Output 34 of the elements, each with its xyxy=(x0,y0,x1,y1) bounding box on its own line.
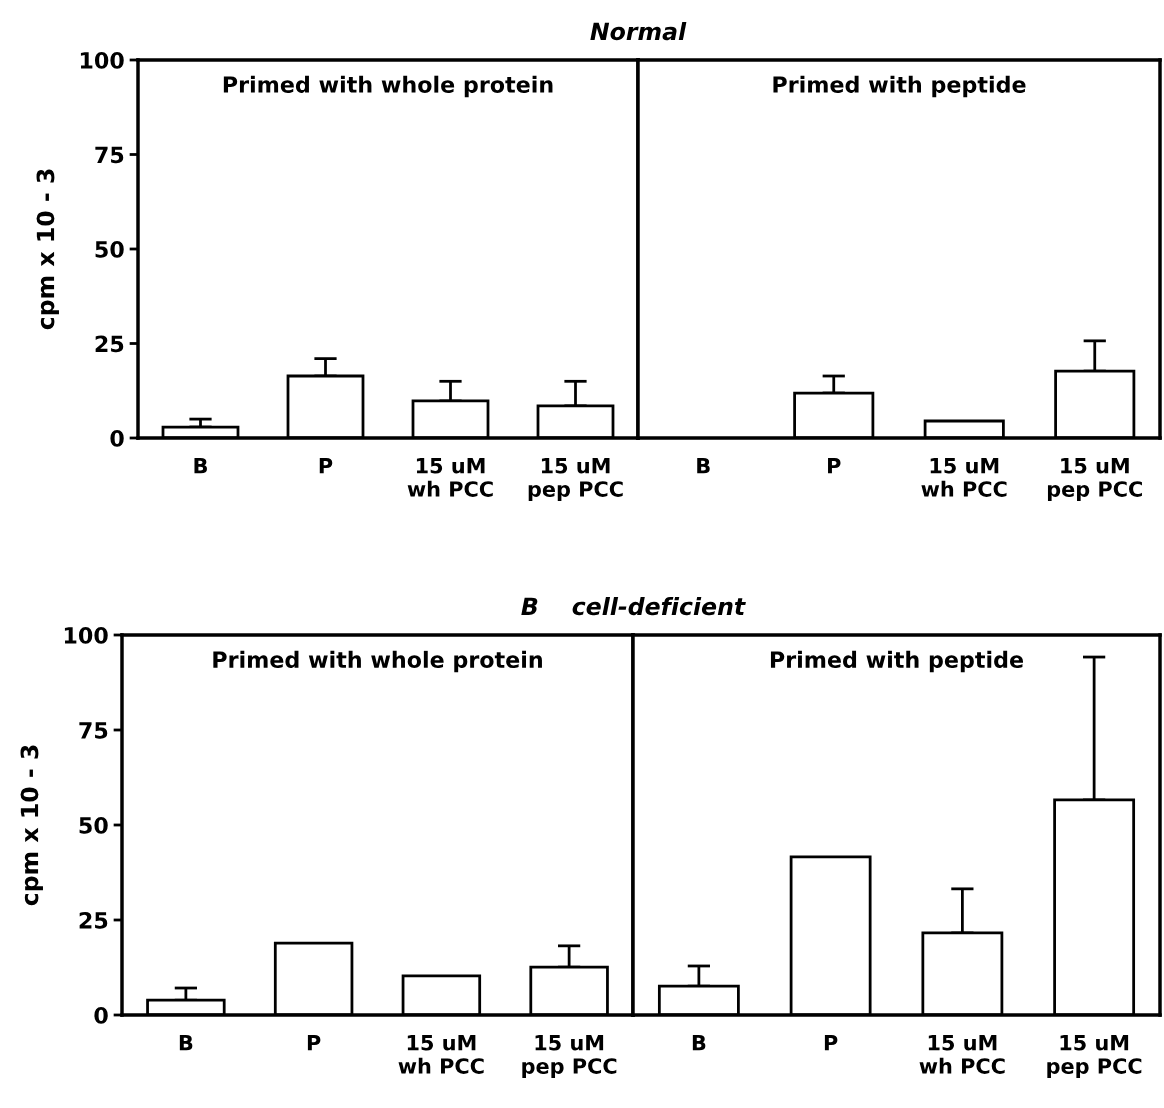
x-tick-label: B xyxy=(194,458,207,474)
y-axis-title: cpm x 10 - 3 xyxy=(36,169,59,330)
y-tick-label: 25 xyxy=(79,911,108,929)
x-tick-label: B xyxy=(179,1035,193,1051)
x-tick-label: 15 uM wh PCC xyxy=(398,1035,484,1074)
y-tick-label: 50 xyxy=(95,240,124,258)
y-tick-label: 75 xyxy=(95,146,124,164)
text: Primed with peptide xyxy=(770,650,1024,673)
text: B cell-deficient xyxy=(521,596,746,616)
y-tick-label: 75 xyxy=(79,722,108,739)
x-tick-label: 15 uM wh PCC xyxy=(921,458,1007,497)
x-tick-label: P xyxy=(828,458,841,474)
x-tick-label: B xyxy=(692,1035,706,1051)
x-tick-label: B xyxy=(697,458,710,474)
y-tick-label: 25 xyxy=(95,335,124,353)
x-tick-label: 15 uM wh PCC xyxy=(407,458,493,497)
text: Primed with whole protein xyxy=(213,650,542,673)
x-tick-label: 15 uM pep PCC xyxy=(1047,458,1142,501)
x-tick-label: P xyxy=(307,1035,321,1051)
x-tick-label: P xyxy=(319,458,333,474)
x-tick-label: P xyxy=(824,1035,838,1051)
y-tick-label: 50 xyxy=(79,816,108,834)
x-tick-label: 15 uM wh PCC xyxy=(919,1035,1005,1074)
text: Normal xyxy=(590,22,687,41)
x-tick-label: 15 uM pep PCC xyxy=(528,458,623,501)
text: Primed with whole protein xyxy=(223,75,553,98)
y-axis-title: cpm x 10 - 3 xyxy=(20,745,43,906)
x-tick-label: 15 uM pep PCC xyxy=(1047,1035,1142,1078)
y-tick-label: 0 xyxy=(94,1006,108,1024)
y-tick-label: 100 xyxy=(64,626,108,644)
y-tick-label: 0 xyxy=(110,429,124,447)
text: Primed with peptide xyxy=(773,75,1026,98)
x-tick-label: 15 uM pep PCC xyxy=(522,1035,617,1078)
y-tick-label: 100 xyxy=(80,51,124,69)
